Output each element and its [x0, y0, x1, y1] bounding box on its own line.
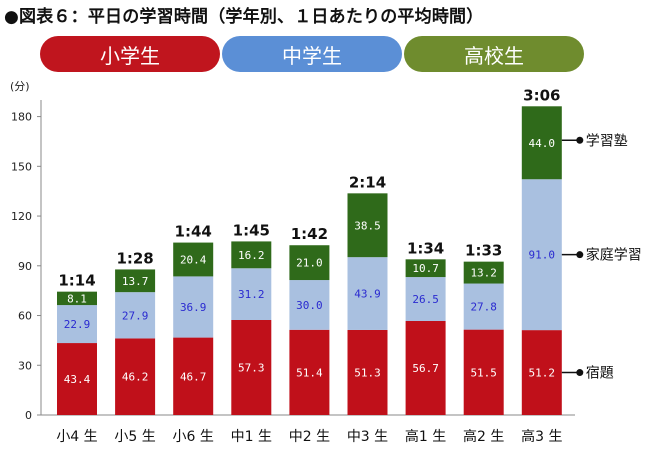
bar-value-label: 57.3 — [238, 362, 265, 375]
bar-segment — [405, 320, 446, 415]
bar-segment — [231, 268, 272, 321]
bar-segment — [115, 338, 156, 415]
x-category-label: 中2 生 — [289, 429, 330, 445]
bar-segment — [347, 329, 388, 415]
bar-total-label: 1:14 — [58, 272, 95, 290]
bar-segment — [57, 343, 97, 415]
bar-value-label: 51.3 — [354, 366, 381, 379]
bar-segment — [173, 242, 214, 277]
group-badge-high-school: 高校生 — [404, 36, 584, 72]
bar-segment — [405, 277, 446, 321]
bar-value-label: 10.7 — [412, 262, 439, 275]
bar-value-label: 43.4 — [64, 373, 91, 386]
bar-value-label: 26.5 — [412, 293, 439, 306]
bar-segment — [173, 337, 214, 415]
bar-value-label: 13.7 — [122, 275, 149, 288]
bar-segment — [173, 276, 214, 338]
y-tick-label: 30 — [18, 359, 32, 372]
bar-value-label: 51.2 — [529, 367, 556, 380]
bar-value-label: 30.0 — [296, 299, 323, 312]
bar-segment — [57, 291, 97, 306]
y-axis-unit: (分) — [10, 80, 30, 93]
x-category-label: 高3 生 — [521, 428, 562, 445]
bar-value-label: 31.2 — [238, 288, 265, 301]
y-tick-label: 180 — [11, 111, 32, 124]
bar-segment — [463, 329, 504, 415]
bar-total-label: 1:42 — [291, 225, 328, 243]
y-tick-label: 120 — [11, 210, 32, 223]
x-category-label: 高2 生 — [463, 428, 504, 445]
bar-value-label: 91.0 — [529, 249, 556, 262]
y-tick-label: 90 — [18, 260, 32, 273]
annotation-dot — [576, 369, 584, 377]
series-annotation-label: 学習塾 — [586, 133, 628, 149]
group-badge-elementary: 小学生 — [40, 36, 220, 72]
bar-segment — [231, 241, 272, 269]
bar-value-label: 27.9 — [122, 309, 149, 322]
bar-segment — [289, 245, 330, 281]
bar-value-label: 21.0 — [296, 257, 323, 270]
bar-segment — [115, 269, 156, 293]
bar-value-label: 20.4 — [180, 253, 207, 266]
bar-segment — [347, 257, 388, 330]
bar-segment — [463, 283, 504, 330]
bar-total-label: 1:33 — [465, 242, 502, 260]
x-category-label: 小4 生 — [56, 429, 97, 445]
bar-segment — [289, 329, 330, 415]
x-category-label: 小5 生 — [114, 429, 155, 445]
bar-total-label: 2:14 — [349, 173, 386, 191]
x-category-label: 中3 生 — [347, 429, 388, 445]
bar-segment — [115, 292, 156, 339]
x-category-label: 小6 生 — [173, 429, 214, 445]
bar-value-label: 56.7 — [412, 362, 439, 375]
bar-total-label: 1:45 — [233, 221, 270, 239]
y-tick-label: 0 — [25, 409, 32, 422]
bar-value-label: 27.8 — [470, 301, 497, 314]
series-annotation-label: 家庭学習 — [586, 247, 642, 264]
annotation-dot — [576, 251, 584, 259]
bar-total-label: 3:06 — [523, 86, 560, 104]
group-badge-junior-high: 中学生 — [222, 36, 402, 72]
bar-value-label: 46.2 — [122, 371, 149, 384]
bar-value-label: 51.5 — [470, 366, 497, 379]
bar-value-label: 22.9 — [64, 318, 91, 331]
bar-segment — [463, 261, 504, 284]
bar-segment — [405, 259, 446, 278]
chart-title: ●図表６：平日の学習時間（学年別、１日あたりの平均時間） — [4, 7, 484, 27]
annotation-dot — [576, 136, 584, 144]
bar-value-label: 13.2 — [470, 267, 497, 280]
y-tick-label: 150 — [11, 160, 32, 173]
series-annotation-label: 宿題 — [586, 365, 614, 382]
bar-value-label: 44.0 — [529, 137, 556, 150]
bar-segment — [521, 179, 562, 331]
x-category-label: 中1 生 — [231, 429, 272, 445]
bar-total-label: 1:28 — [116, 249, 153, 267]
bar-total-label: 1:44 — [175, 223, 212, 241]
bar-segment — [57, 305, 97, 344]
bar-segment — [521, 330, 562, 415]
bar-segment — [231, 320, 272, 415]
bar-value-label: 51.4 — [296, 366, 323, 379]
bar-segment — [289, 280, 330, 330]
bar-value-label: 43.9 — [354, 288, 381, 301]
bar-total-label: 1:34 — [407, 239, 444, 257]
bar-value-label: 38.5 — [354, 219, 381, 232]
x-category-label: 高1 生 — [405, 428, 446, 445]
y-tick-label: 60 — [18, 310, 32, 323]
bar-value-label: 36.9 — [180, 301, 207, 314]
bar-value-label: 8.1 — [67, 292, 87, 305]
bar-value-label: 16.2 — [238, 249, 265, 262]
bar-segment — [521, 106, 562, 180]
bar-value-label: 46.7 — [180, 370, 207, 383]
bar-segment — [347, 193, 388, 258]
